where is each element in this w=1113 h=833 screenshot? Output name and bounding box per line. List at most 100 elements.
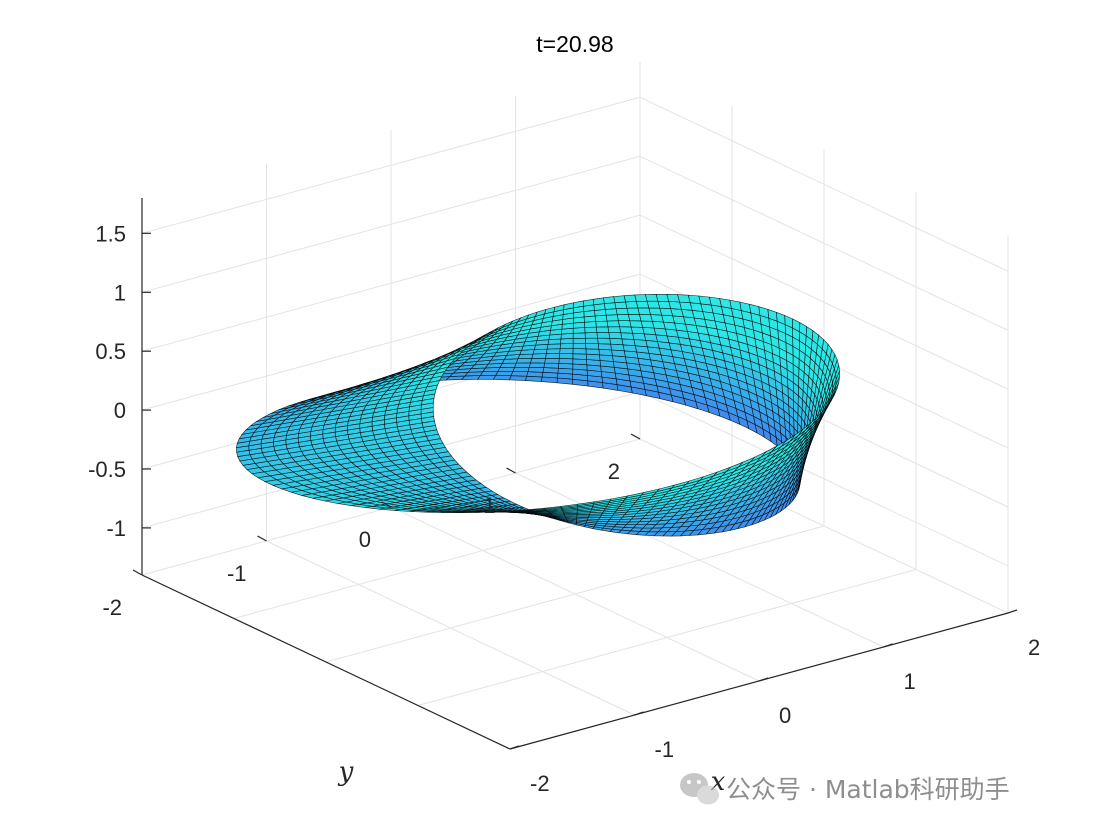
surface-face (559, 348, 574, 355)
surface-face (614, 301, 628, 310)
surface-face (584, 321, 597, 328)
surface-face (627, 314, 642, 322)
surface-face (545, 348, 561, 354)
grid-line (639, 96, 1009, 272)
surface-face (630, 326, 645, 335)
x-tick-label: 2 (1028, 635, 1040, 660)
grid-line (141, 214, 641, 352)
z-tick-label: 0 (114, 398, 126, 423)
surface-face (585, 343, 600, 350)
surface-face (648, 307, 662, 316)
z-tick-label: 1 (114, 280, 126, 305)
surface-face (642, 327, 657, 336)
surface-face (584, 337, 599, 345)
surface-face (497, 366, 516, 372)
wechat-icon (680, 773, 719, 805)
surface-face (617, 320, 632, 328)
y-axis-line (141, 574, 511, 750)
grid-line (639, 391, 1009, 567)
surface-face (644, 293, 659, 302)
y-tick-mark (630, 433, 641, 440)
surface-face (584, 332, 598, 339)
surface-face (623, 294, 637, 303)
surface-face (512, 366, 530, 373)
surface-face (626, 307, 640, 315)
grid-line (266, 540, 635, 716)
y-tick-label: -2 (102, 595, 122, 620)
surface-face (543, 362, 560, 369)
surface-face (545, 353, 560, 359)
surface-face (492, 375, 512, 381)
surface-face (606, 320, 620, 328)
surface-face (585, 353, 601, 361)
y-tick-mark (132, 569, 143, 576)
x-tick-mark (1007, 609, 1018, 614)
grid-line (390, 506, 760, 682)
surface-face (558, 358, 574, 365)
y-tick-mark (257, 535, 267, 542)
y-tick-label: 2 (608, 459, 620, 484)
y-axis-label: y (338, 757, 354, 787)
watermark-text: 公众号 · Matlab科研助手 (726, 775, 1010, 804)
surface-face (546, 343, 561, 350)
surface-face (598, 348, 613, 357)
surface-face (604, 308, 618, 316)
x-tick-mark (509, 745, 520, 750)
surface-face (514, 362, 531, 368)
surface-face (646, 300, 661, 309)
surface-face (613, 295, 626, 304)
y-tick-label: 0 (359, 527, 371, 552)
x-tick-label: -1 (655, 737, 675, 762)
surface-face (619, 326, 633, 334)
surface-face (629, 320, 643, 328)
x-tick-mark (634, 711, 644, 716)
surface-face (508, 375, 527, 381)
y-tick-label: 1 (483, 493, 495, 518)
surface-face (558, 353, 574, 360)
x-tick-label: -2 (530, 771, 550, 796)
surface-face (615, 307, 629, 316)
surface-face (510, 371, 529, 377)
surface-face (530, 357, 546, 364)
surface-face (592, 297, 605, 306)
surface-face (640, 320, 655, 329)
surface-face (528, 362, 545, 368)
surface-face (527, 366, 545, 373)
z-tick-label: -1 (106, 516, 126, 541)
tick-labels: -1 -0.5 0 0.5 1 1.5 -2 -1 0 1 2 -2 -1 0 1 2 (88, 221, 1040, 796)
z-tick-label: 0.5 (95, 339, 126, 364)
y-tick-label: -1 (227, 561, 247, 586)
surface-face (544, 357, 560, 364)
surface-face (495, 371, 514, 377)
surface-face (596, 332, 611, 339)
surface-face (542, 367, 559, 374)
surface-face (572, 353, 587, 360)
surface-face (609, 337, 624, 346)
x-tick-mark (758, 677, 769, 682)
surface-face (620, 332, 635, 340)
surface-face (572, 348, 587, 355)
surface-face (572, 332, 586, 339)
surface-face (597, 337, 611, 345)
surface-face (637, 307, 651, 315)
surface-face (625, 301, 639, 309)
surface-face (584, 326, 598, 334)
surface-face (610, 343, 625, 352)
surface-face (572, 337, 586, 344)
surface-face (595, 326, 610, 333)
surface-face (616, 314, 631, 322)
surface-face (560, 338, 574, 345)
surface-face (531, 353, 547, 359)
surface-face (515, 358, 533, 364)
surface-face (605, 314, 619, 322)
grid-line (639, 155, 1009, 331)
surface-face (639, 314, 653, 322)
z-tick-label: 1.5 (95, 221, 126, 246)
surface-face (595, 320, 609, 328)
grid-line (141, 155, 641, 293)
x-tick-mark (883, 643, 893, 648)
chart-title: t=20.98 (536, 31, 613, 57)
surface-face (559, 343, 574, 350)
grid-line (141, 273, 641, 411)
